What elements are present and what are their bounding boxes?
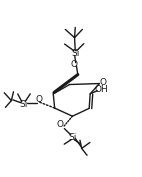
Text: Si: Si — [69, 133, 77, 142]
Text: O: O — [57, 120, 64, 129]
Text: O: O — [100, 78, 107, 87]
Text: OH: OH — [94, 85, 108, 94]
Text: O: O — [70, 60, 77, 69]
Text: O: O — [36, 95, 43, 104]
Text: Si: Si — [71, 49, 79, 58]
Text: Si: Si — [19, 100, 28, 109]
